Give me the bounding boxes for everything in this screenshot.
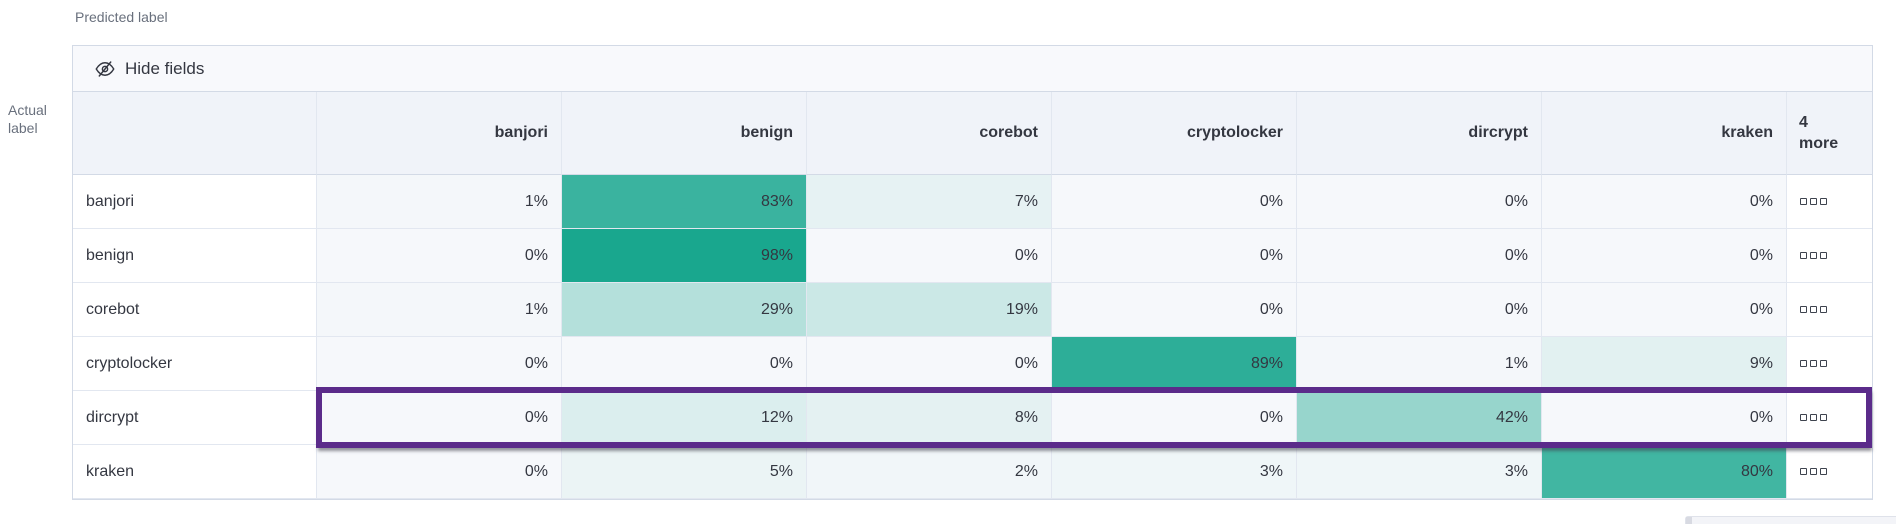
boxes-horizontal-icon [1800, 468, 1827, 475]
box-glyph [1810, 468, 1817, 475]
horizontal-scrollbar[interactable] [1685, 516, 1896, 524]
matrix-cell-kraken-corebot[interactable]: 2% [807, 445, 1052, 499]
matrix-cell-corebot-kraken[interactable]: 0% [1542, 283, 1787, 337]
box-glyph [1820, 468, 1827, 475]
matrix-cell-dircrypt-corebot[interactable]: 8% [807, 391, 1052, 445]
column-header-dircrypt[interactable]: dircrypt [1297, 92, 1542, 175]
matrix-cell-corebot-cryptolocker[interactable]: 0% [1052, 283, 1297, 337]
matrix-cell-corebot-corebot[interactable]: 19% [807, 283, 1052, 337]
row-label-corebot[interactable]: corebot [73, 283, 317, 337]
boxes-horizontal-icon [1800, 360, 1827, 367]
boxes-horizontal-icon [1800, 414, 1827, 421]
matrix-cell-corebot-benign[interactable]: 29% [562, 283, 807, 337]
row-label-banjori[interactable]: banjori [73, 175, 317, 229]
matrix-cell-cryptolocker-benign[interactable]: 0% [562, 337, 807, 391]
actual-label-line2: label [8, 120, 38, 136]
box-glyph [1800, 306, 1807, 313]
matrix-cell-kraken-kraken[interactable]: 80% [1542, 445, 1787, 499]
matrix-cell-benign-cryptolocker[interactable]: 0% [1052, 229, 1297, 283]
box-glyph [1800, 252, 1807, 259]
matrix-cell-banjori-kraken[interactable]: 0% [1542, 175, 1787, 229]
boxes-horizontal-icon [1800, 306, 1827, 313]
matrix-cell-benign-corebot[interactable]: 0% [807, 229, 1052, 283]
actual-label-axis-title: Actual label [8, 101, 47, 137]
matrix-cell-banjori-corebot[interactable]: 7% [807, 175, 1052, 229]
matrix-cell-cryptolocker-banjori[interactable]: 0% [317, 337, 562, 391]
matrix-cell-dircrypt-cryptolocker[interactable]: 0% [1052, 391, 1297, 445]
box-glyph [1820, 252, 1827, 259]
box-glyph [1810, 414, 1817, 421]
box-glyph [1810, 198, 1817, 205]
predicted-label-axis-title: Predicted label [75, 9, 168, 25]
row-label-dircrypt[interactable]: dircrypt [73, 391, 317, 445]
row-label-cryptolocker[interactable]: cryptolocker [73, 337, 317, 391]
matrix-cell-banjori-cryptolocker[interactable]: 0% [1052, 175, 1297, 229]
column-header-kraken[interactable]: kraken [1542, 92, 1787, 175]
matrix-cell-dircrypt-banjori[interactable]: 0% [317, 391, 562, 445]
box-glyph [1820, 414, 1827, 421]
matrix-cell-benign-banjori[interactable]: 0% [317, 229, 562, 283]
box-glyph [1820, 360, 1827, 367]
boxes-horizontal-icon [1800, 252, 1827, 259]
matrix-cell-banjori-banjori[interactable]: 1% [317, 175, 562, 229]
row-more-columns-banjori[interactable] [1787, 175, 1872, 229]
more-columns-label: 4 more [1799, 114, 1839, 152]
column-header-cryptolocker[interactable]: cryptolocker [1052, 92, 1297, 175]
matrix-cell-dircrypt-benign[interactable]: 12% [562, 391, 807, 445]
matrix-cell-kraken-banjori[interactable]: 0% [317, 445, 562, 499]
box-glyph [1820, 306, 1827, 313]
box-glyph [1800, 414, 1807, 421]
box-glyph [1810, 360, 1817, 367]
matrix-cell-kraken-benign[interactable]: 5% [562, 445, 807, 499]
row-label-kraken[interactable]: kraken [73, 445, 317, 499]
row-more-columns-corebot[interactable] [1787, 283, 1872, 337]
column-header-corebot[interactable]: corebot [807, 92, 1052, 175]
matrix-cell-benign-benign[interactable]: 98% [562, 229, 807, 283]
actual-label-line1: Actual [8, 102, 47, 118]
matrix-cell-corebot-banjori[interactable]: 1% [317, 283, 562, 337]
matrix-cell-dircrypt-dircrypt[interactable]: 42% [1297, 391, 1542, 445]
boxes-horizontal-icon [1800, 198, 1827, 205]
matrix-cell-banjori-dircrypt[interactable]: 0% [1297, 175, 1542, 229]
matrix-cell-kraken-dircrypt[interactable]: 3% [1297, 445, 1542, 499]
hide-fields-button[interactable]: Hide fields [73, 46, 1872, 92]
more-columns-header[interactable]: 4 more [1787, 92, 1872, 175]
box-glyph [1810, 252, 1817, 259]
row-more-columns-cryptolocker[interactable] [1787, 337, 1872, 391]
matrix-cell-kraken-cryptolocker[interactable]: 3% [1052, 445, 1297, 499]
matrix-cell-cryptolocker-dircrypt[interactable]: 1% [1297, 337, 1542, 391]
matrix-cell-corebot-dircrypt[interactable]: 0% [1297, 283, 1542, 337]
box-glyph [1800, 468, 1807, 475]
matrix-cell-banjori-benign[interactable]: 83% [562, 175, 807, 229]
matrix-cell-benign-dircrypt[interactable]: 0% [1297, 229, 1542, 283]
box-glyph [1820, 198, 1827, 205]
matrix-cell-dircrypt-kraken[interactable]: 0% [1542, 391, 1787, 445]
hide-fields-label: Hide fields [125, 58, 205, 78]
row-label-benign[interactable]: benign [73, 229, 317, 283]
matrix-cell-cryptolocker-corebot[interactable]: 0% [807, 337, 1052, 391]
matrix-corner-cell [73, 92, 317, 175]
box-glyph [1800, 198, 1807, 205]
confusion-matrix-panel: Hide fields banjori benign corebot cryptolo… [72, 45, 1873, 500]
column-header-banjori[interactable]: banjori [317, 92, 562, 175]
eye-closed-icon [95, 60, 115, 77]
row-more-columns-benign[interactable] [1787, 229, 1872, 283]
matrix-cell-cryptolocker-cryptolocker[interactable]: 89% [1052, 337, 1297, 391]
row-more-columns-kraken[interactable] [1787, 445, 1872, 499]
row-more-columns-dircrypt[interactable] [1787, 391, 1872, 445]
confusion-matrix-grid: banjori benign corebot cryptolocker dircrypt… [73, 92, 1872, 499]
column-header-benign[interactable]: benign [562, 92, 807, 175]
matrix-cell-cryptolocker-kraken[interactable]: 9% [1542, 337, 1787, 391]
box-glyph [1810, 306, 1817, 313]
box-glyph [1800, 360, 1807, 367]
matrix-cell-benign-kraken[interactable]: 0% [1542, 229, 1787, 283]
